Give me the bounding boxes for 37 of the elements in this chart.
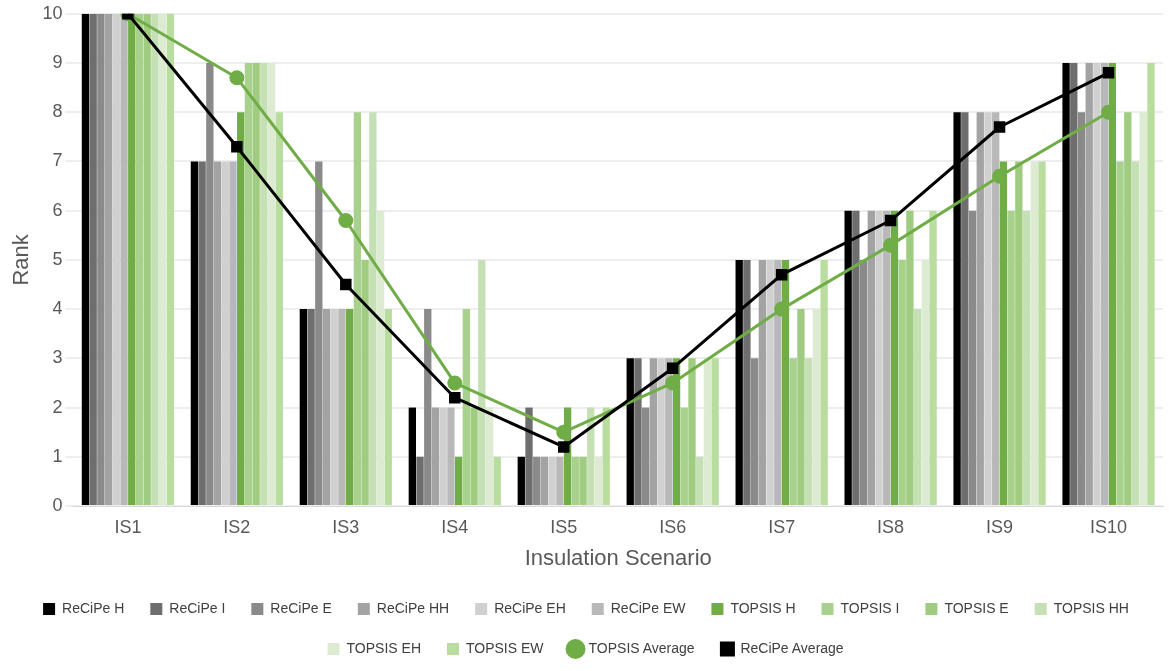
x-tick-label: IS10	[1090, 516, 1128, 537]
y-axis-title: Rank	[8, 233, 34, 286]
x-tick-label: IS9	[986, 516, 1014, 537]
y-tick-label: 3	[52, 347, 63, 368]
legend-label: TOPSIS EW	[466, 639, 545, 656]
legend-label: TOPSIS H	[730, 599, 796, 616]
y-tick-label: 0	[52, 494, 63, 515]
legend-label: TOPSIS HH	[1053, 599, 1129, 616]
x-tick-label: IS4	[441, 516, 469, 537]
y-tick-label: 8	[52, 101, 63, 122]
x-tick-label: IS3	[332, 516, 360, 537]
x-tick-label: IS5	[550, 516, 578, 537]
y-tick-label: 4	[52, 298, 63, 319]
legend-label: ReCiPe E	[270, 599, 332, 616]
legend-label: TOPSIS E	[944, 599, 1009, 616]
x-axis-title: Insulation Scenario	[524, 544, 712, 570]
y-tick-label: 5	[52, 248, 63, 269]
x-tick-label: IS7	[768, 516, 796, 537]
x-tick-label: IS6	[659, 516, 687, 537]
legend-label: TOPSIS Average	[588, 639, 695, 656]
y-tick-label: 7	[52, 150, 63, 171]
legend-label: ReCiPe EH	[494, 599, 566, 616]
x-tick-label: IS1	[114, 516, 142, 537]
y-tick-label: 10	[42, 2, 63, 23]
y-tick-label: 6	[52, 199, 63, 220]
legend-label: ReCiPe I	[169, 599, 226, 616]
legend-label: ReCiPe Average	[740, 639, 844, 656]
y-tick-label: 1	[52, 445, 63, 466]
x-tick-label: IS2	[223, 516, 251, 537]
x-tick-label: IS8	[877, 516, 905, 537]
legend-label: TOPSIS I	[840, 599, 900, 616]
legend-label: TOPSIS EH	[346, 639, 422, 656]
legend-label: ReCiPe H	[62, 599, 125, 616]
y-tick-label: 2	[52, 396, 63, 417]
y-tick-label: 9	[52, 51, 63, 72]
legend-label: ReCiPe EW	[610, 599, 687, 616]
legend-label: ReCiPe HH	[376, 599, 450, 616]
